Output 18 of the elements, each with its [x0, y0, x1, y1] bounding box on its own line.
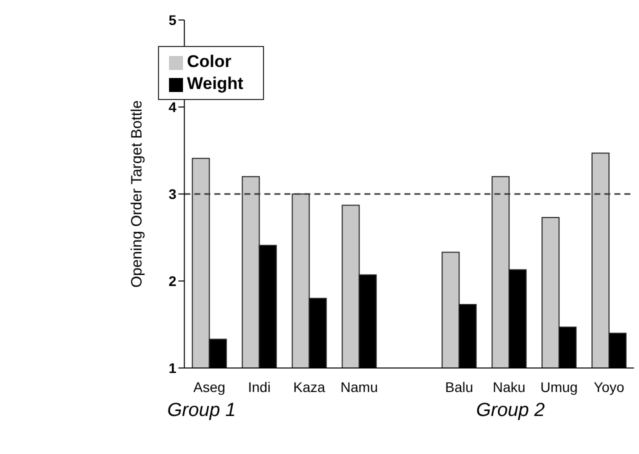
text: Group 1: [166, 400, 237, 422]
text: Group 2: [475, 400, 546, 422]
y-tick-label: 5: [168, 12, 177, 28]
y-tick-label: 4: [168, 98, 177, 115]
x-tick-label: Umug: [540, 378, 578, 395]
x-tick-label: Naku: [492, 378, 526, 395]
legend-label: Weight: [187, 74, 244, 93]
legend-label: Color: [187, 52, 232, 71]
y-axis-title: Opening Order Target Bottle: [128, 100, 146, 288]
x-tick-label: Balu: [445, 378, 474, 395]
y-tick-label: 2: [168, 272, 177, 289]
y-tick-label: 1: [168, 360, 177, 376]
x-tick-label: Yoyo: [594, 378, 625, 395]
x-tick-label: Indi: [248, 378, 271, 395]
x-tick-label: Namu: [340, 378, 378, 395]
x-tick-label: Kaza: [293, 378, 326, 395]
x-tick-label: Aseg: [193, 378, 226, 395]
y-tick-label: 3: [168, 186, 177, 202]
